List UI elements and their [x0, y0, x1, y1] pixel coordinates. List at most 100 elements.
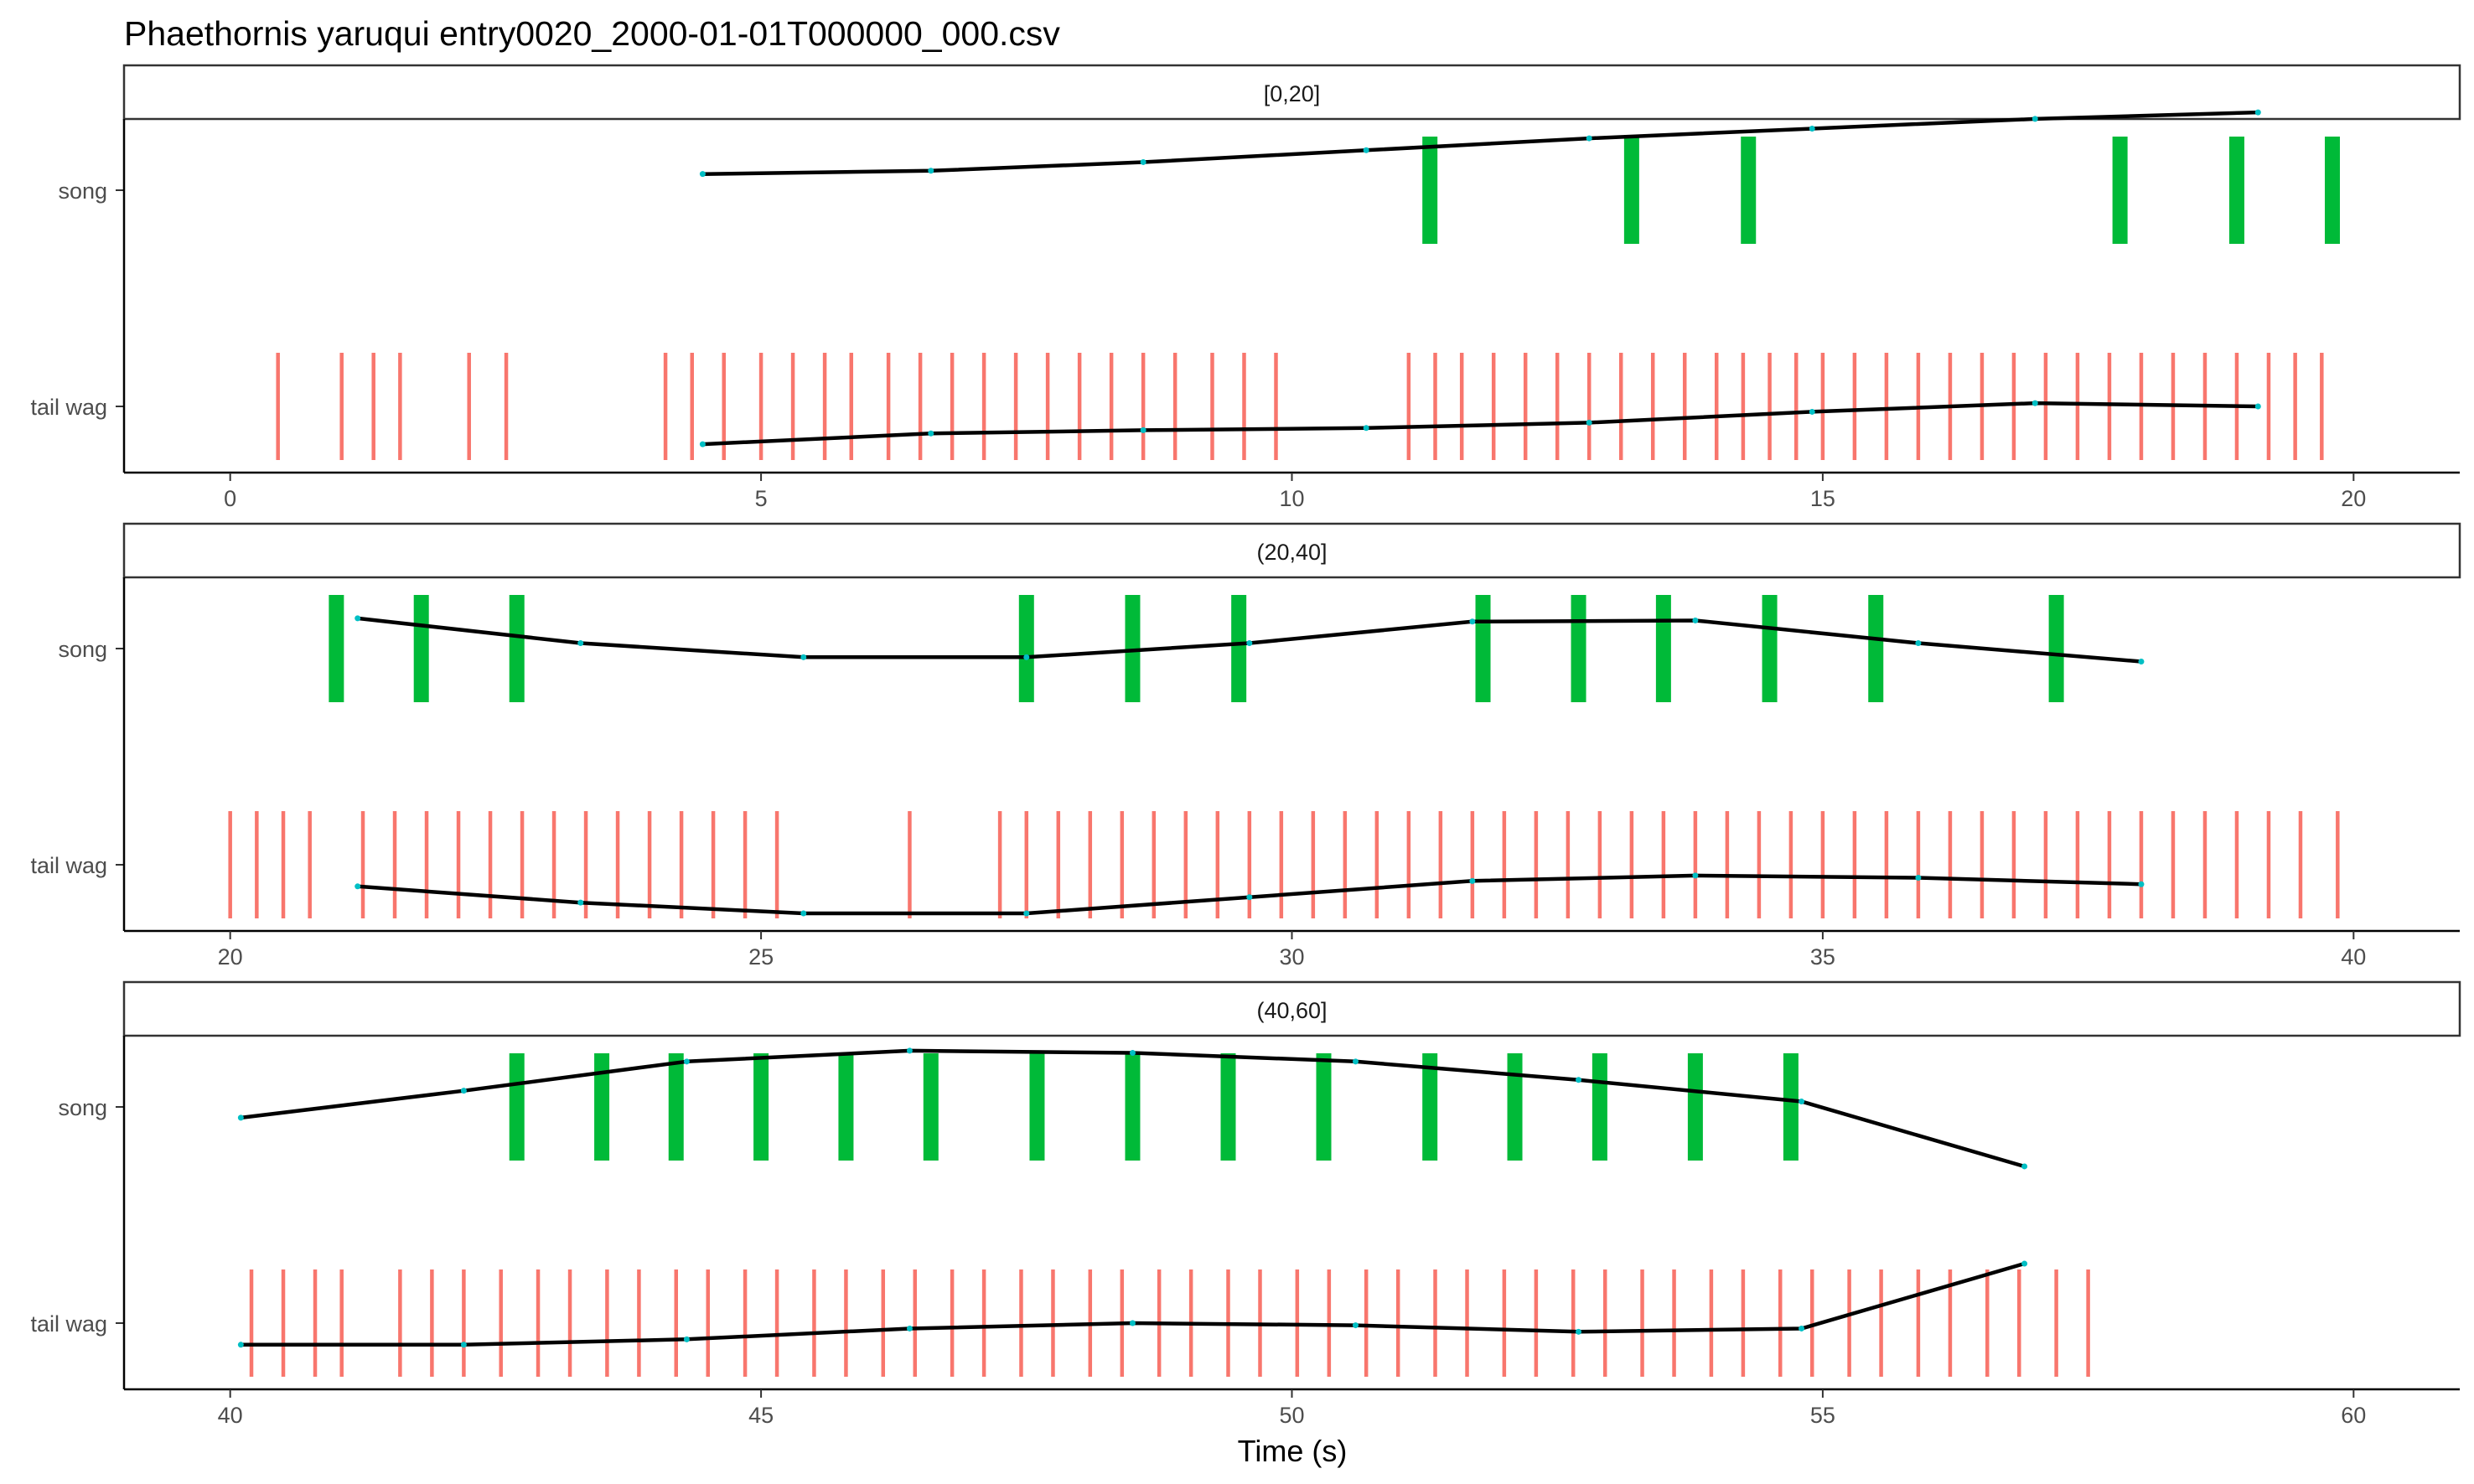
- panel-2-x-tick-label-4: 35: [1810, 944, 1835, 970]
- panel-2-song-event-4: [1018, 595, 1034, 702]
- panel-2-x-tick-label-1: 20: [218, 944, 243, 970]
- panel-3-song-event-3: [668, 1053, 684, 1161]
- panel-2-song-event-8: [1571, 595, 1586, 702]
- panel-1-tail-wag-trend-point-8: [2254, 403, 2261, 410]
- panel-1-x-tick-label-1: 0: [224, 486, 236, 511]
- panel-3-x-tick-label-2: 45: [748, 1403, 774, 1428]
- panel-1-row-label-song: song: [58, 178, 107, 204]
- panel-3-song-event-10: [1316, 1053, 1332, 1161]
- panel-1-song-event-6: [2324, 137, 2340, 244]
- panel-3-x-tick-label-3: 50: [1279, 1403, 1304, 1428]
- panel-3-song-event-9: [1220, 1053, 1236, 1161]
- panel-1-strip: [122, 64, 2461, 121]
- panel-1-song-trend-point-1: [699, 171, 706, 178]
- panel-1-tail-wag-trend-point-6: [1809, 408, 1815, 415]
- panel-2-song-event-1: [329, 595, 344, 702]
- panel-2-strip-label: (20,40]: [1256, 540, 1327, 565]
- panel-1-song-event-3: [1741, 137, 1757, 244]
- panel-1-strip-label: [0,20]: [1264, 81, 1321, 106]
- panel-2-song-event-5: [1125, 595, 1141, 702]
- panel-2-tail-wag-trend-point-3: [800, 910, 807, 917]
- panel-3-strip-label: (40,60]: [1256, 998, 1327, 1023]
- panel-1-x-tick-label-4: 15: [1810, 486, 1835, 511]
- panel-3-song-event-2: [594, 1053, 610, 1161]
- panel-2-tail-wag-trend-point-8: [1915, 874, 1922, 881]
- panel-1-song-trend-point-3: [1140, 158, 1146, 165]
- panel-1-x-tick-label-5: 20: [2341, 486, 2366, 511]
- x-axis-title: Time (s): [1238, 1434, 1348, 1468]
- panel-1: [0,20] song tail wag 0 5 10 15 20: [30, 64, 2461, 511]
- panel-3-tail-wag-trend-point-4: [906, 1325, 913, 1331]
- panel-2-song-event-11: [1868, 595, 1884, 702]
- panel-3-tail-wag-trend-point-1: [237, 1342, 244, 1348]
- panel-1-song-trend-point-7: [2031, 116, 2038, 122]
- panel-1-x-tick-label-2: 5: [755, 486, 768, 511]
- panel-3-song-event-8: [1125, 1053, 1141, 1161]
- panel-2: (20,40] song tail wag 20 25 30 35 40: [30, 522, 2461, 970]
- panel-3-x-tick-label-4: 55: [1810, 1403, 1835, 1428]
- panel-2-tail-wag-trend-point-2: [577, 899, 584, 906]
- panel-1-tail-wag-trend-point-2: [928, 430, 934, 437]
- panel-3-song-event-7: [1029, 1053, 1045, 1161]
- panel-1-song-trend-point-6: [1809, 125, 1815, 132]
- panel-1-song-trend-point-2: [928, 168, 934, 174]
- panel-1-tail-wag-trend-point-5: [1586, 419, 1592, 426]
- panel-3-song-event-4: [753, 1053, 769, 1161]
- panel-2-x-tick-label-5: 40: [2341, 944, 2366, 970]
- panel-1-tail-wag-trend-line: [702, 401, 2259, 447]
- panel-3-x-tick-label-1: 40: [218, 1403, 243, 1428]
- panel-1-x-tick-label-3: 10: [1279, 486, 1304, 511]
- panel-2-tail-wag-trend-point-9: [2138, 881, 2145, 887]
- panel-3-song-trend-point-2: [460, 1088, 467, 1094]
- panel-2-song-trend-point-6: [1469, 618, 1476, 625]
- panel-2-song-trend-point-8: [1915, 640, 1922, 647]
- panel-1-song-event-4: [2112, 137, 2128, 244]
- panel-3-song-event-6: [923, 1053, 939, 1161]
- panel-2-song-event-7: [1475, 595, 1491, 702]
- panel-1-row-label-tail-wag: tail wag: [30, 395, 107, 420]
- panel-2-tail-wag-trend-point-4: [1023, 910, 1030, 917]
- panel-2-song-event-3: [509, 595, 525, 702]
- panel-2-song-event-10: [1762, 595, 1778, 702]
- panel-2-song-trend-point-1: [355, 615, 361, 622]
- panel-2-song-trend-point-2: [577, 640, 584, 647]
- panel-2-song-trend-point-5: [1246, 640, 1253, 647]
- panel-3-song-trend-point-1: [237, 1114, 244, 1121]
- panel-3-song-event-13: [1592, 1053, 1607, 1161]
- panel-1-song-trend-point-4: [1363, 147, 1369, 153]
- panel-3-tail-wag-trend-point-6: [1353, 1322, 1359, 1329]
- panel-1-song-trend-line: [702, 110, 2259, 176]
- panel-3-song-event-11: [1422, 1053, 1438, 1161]
- panel-2-tail-wag-trend-point-5: [1246, 894, 1253, 901]
- panel-1-tail-wag-trend-point-3: [1140, 427, 1146, 433]
- panel-2-song-trend-point-4: [1023, 654, 1030, 660]
- panel-3-song-trend-point-8: [1799, 1099, 1805, 1105]
- panel-1-song-trend-point-8: [2254, 109, 2261, 116]
- panel-3-song-event-1: [509, 1053, 525, 1161]
- panel-2-song-trend-point-3: [800, 654, 807, 660]
- panel-3-strip: [122, 980, 2461, 1037]
- panel-3-song-trend-point-5: [1129, 1050, 1136, 1056]
- panel-2-tail-wag-trend-point-1: [355, 883, 361, 890]
- panel-1-song-event-1: [1422, 137, 1438, 244]
- panel-2-song-trend-point-9: [2138, 658, 2145, 664]
- panel-3-tail-wag-trend-point-8: [1799, 1325, 1805, 1331]
- panel-2-x-tick-label-3: 30: [1279, 944, 1304, 970]
- panel-3-tail-wag-trend-point-7: [1576, 1328, 1582, 1335]
- panel-1-song-event-5: [2228, 137, 2244, 244]
- panel-3-tail-wag-trend-point-9: [2021, 1260, 2028, 1267]
- panel-1-tail-wag-trend-point-1: [699, 441, 706, 447]
- panel-3-song-event-15: [1783, 1053, 1799, 1161]
- panel-2-row-label-song: song: [58, 637, 107, 662]
- panel-3-tail-wag-trend-point-5: [1129, 1320, 1136, 1326]
- panel-3-song-trend-point-7: [1576, 1077, 1582, 1083]
- panel-3-song-trend-point-3: [683, 1058, 690, 1065]
- panel-3-tail-wag-trend-point-3: [683, 1336, 690, 1342]
- panel-3-song-event-5: [838, 1053, 854, 1161]
- panel-2-song-event-9: [1655, 595, 1671, 702]
- panel-2-x-tick-label-2: 25: [748, 944, 774, 970]
- panel-1-song-trend-point-5: [1586, 135, 1592, 142]
- panel-2-song-event-12: [2048, 595, 2064, 702]
